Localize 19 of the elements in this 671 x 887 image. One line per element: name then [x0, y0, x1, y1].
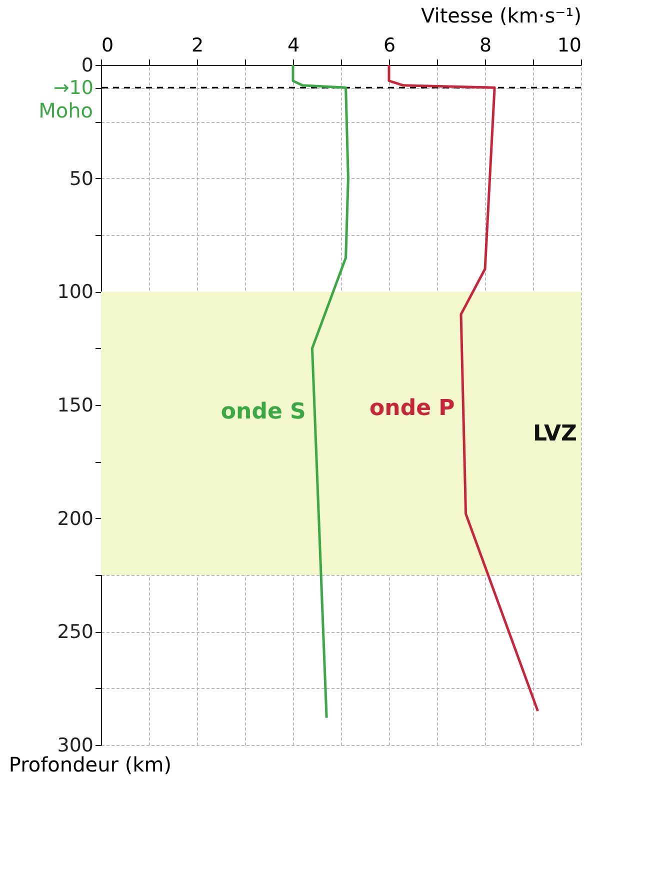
x-tick-label: 6 [383, 34, 396, 56]
x-tick-label: 2 [191, 34, 204, 56]
y-tick-label: 200 [57, 508, 94, 530]
x-tick-label: 4 [287, 34, 300, 56]
y-tick-label: 0 [81, 54, 94, 76]
y-tick-label: →10 [53, 77, 94, 100]
ref-line-label: Moho [38, 98, 93, 123]
x-tick-label: 10 [557, 34, 582, 56]
band-label: LVZ [533, 421, 577, 446]
y-tick-label: 150 [57, 394, 94, 416]
series-label: onde S [220, 399, 306, 424]
x-tick-label: 8 [479, 34, 492, 56]
x-tick-label: 0 [102, 34, 114, 56]
x-axis-title: Vitesse (km·s⁻¹) [421, 4, 582, 28]
series-label: onde P [370, 396, 455, 421]
y-tick-label: 50 [69, 168, 94, 190]
y-tick-label: 100 [57, 281, 94, 304]
y-tick-label: 250 [57, 621, 94, 644]
line-series [292, 65, 350, 720]
